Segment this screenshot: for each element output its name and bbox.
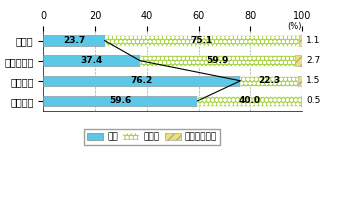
Text: (%): (%) [288, 21, 302, 30]
Bar [298, 76, 302, 86]
Text: 1.5: 1.5 [306, 76, 320, 85]
Text: 37.4: 37.4 [80, 56, 103, 65]
Text: 23.7: 23.7 [63, 36, 85, 45]
Bar [140, 55, 295, 66]
Bar [299, 35, 302, 46]
Text: 40.0: 40.0 [238, 96, 260, 105]
Bar [43, 76, 240, 86]
Bar [301, 96, 302, 106]
Text: 1.1: 1.1 [306, 36, 320, 45]
Text: 76.2: 76.2 [131, 76, 153, 85]
Bar [43, 55, 140, 66]
Text: 59.6: 59.6 [109, 96, 131, 105]
Text: 0.5: 0.5 [306, 96, 320, 105]
Text: 2.7: 2.7 [306, 56, 320, 65]
Bar [104, 35, 299, 46]
Bar [295, 55, 302, 66]
Bar [197, 96, 301, 106]
Bar [240, 76, 298, 86]
Text: 22.3: 22.3 [258, 76, 280, 85]
Text: 59.9: 59.9 [206, 56, 229, 65]
Bar [43, 96, 197, 106]
Bar [43, 35, 104, 46]
Text: 75.1: 75.1 [191, 36, 213, 45]
Legend: はい, いいえ, 覚えていない: はい, いいえ, 覚えていない [83, 129, 220, 145]
